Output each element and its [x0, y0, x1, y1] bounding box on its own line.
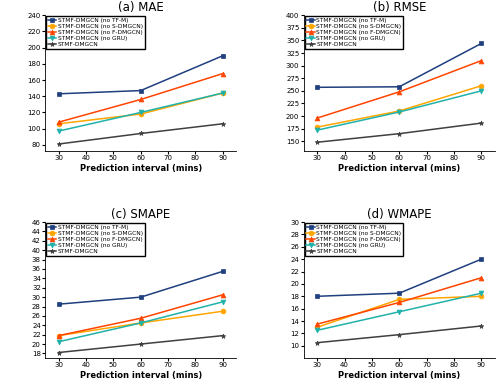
STMF-DMGCN (no S-DMGCN) [314, 325, 320, 330]
STMF-DMGCN (no F-DMGCN) [478, 275, 484, 280]
STMF-DMGCN (no GRU) [314, 128, 320, 133]
STMF-DMGCN (no S-DMGCN) [220, 91, 226, 95]
Line: STMF-DMGCN: STMF-DMGCN [315, 323, 484, 345]
STMF-DMGCN [220, 333, 226, 338]
STMF-DMGCN [396, 332, 402, 337]
STMF-DMGCN (no S-DMGCN) [396, 297, 402, 302]
STMF-DMGCN [56, 350, 62, 355]
STMF-DMGCN [396, 131, 402, 136]
STMF-DMGCN (no S-DMGCN) [56, 333, 62, 338]
STMF-DMGCN (no F-DMGCN) [314, 322, 320, 327]
STMF-DMGCN (no GRU) [478, 291, 484, 296]
Legend: STMF-DMGCN (no TF-M), STMF-DMGCN (no S-DMGCN), STMF-DMGCN (no F-DMGCN), STMF-DMG: STMF-DMGCN (no TF-M), STMF-DMGCN (no S-D… [304, 223, 403, 256]
Line: STMF-DMGCN (no F-DMGCN): STMF-DMGCN (no F-DMGCN) [315, 58, 484, 120]
STMF-DMGCN (no S-DMGCN) [478, 83, 484, 88]
Legend: STMF-DMGCN (no TF-M), STMF-DMGCN (no S-DMGCN), STMF-DMGCN (no F-DMGCN), STMF-DMG: STMF-DMGCN (no TF-M), STMF-DMGCN (no S-D… [46, 223, 144, 256]
STMF-DMGCN (no S-DMGCN) [478, 294, 484, 299]
STMF-DMGCN [220, 122, 226, 126]
Title: (c) SMAPE: (c) SMAPE [111, 208, 170, 221]
Line: STMF-DMGCN (no F-DMGCN): STMF-DMGCN (no F-DMGCN) [315, 275, 484, 327]
STMF-DMGCN (no F-DMGCN) [138, 316, 143, 320]
X-axis label: Prediction interval (mins): Prediction interval (mins) [338, 371, 460, 380]
Line: STMF-DMGCN (no TF-M): STMF-DMGCN (no TF-M) [56, 53, 225, 96]
STMF-DMGCN (no TF-M) [314, 85, 320, 90]
STMF-DMGCN [478, 121, 484, 125]
STMF-DMGCN (no F-DMGCN) [220, 71, 226, 76]
STMF-DMGCN (no TF-M) [138, 88, 143, 93]
X-axis label: Prediction interval (mins): Prediction interval (mins) [80, 371, 202, 380]
Line: STMF-DMGCN (no S-DMGCN): STMF-DMGCN (no S-DMGCN) [56, 309, 225, 338]
STMF-DMGCN (no S-DMGCN) [396, 109, 402, 113]
STMF-DMGCN (no GRU) [138, 110, 143, 115]
STMF-DMGCN (no F-DMGCN) [56, 333, 62, 338]
STMF-DMGCN [138, 342, 143, 346]
STMF-DMGCN (no TF-M) [56, 302, 62, 306]
STMF-DMGCN [56, 142, 62, 146]
Line: STMF-DMGCN (no F-DMGCN): STMF-DMGCN (no F-DMGCN) [56, 292, 225, 338]
Line: STMF-DMGCN (no TF-M): STMF-DMGCN (no TF-M) [315, 257, 484, 299]
STMF-DMGCN (no TF-M) [396, 85, 402, 89]
Line: STMF-DMGCN (no S-DMGCN): STMF-DMGCN (no S-DMGCN) [315, 83, 484, 130]
STMF-DMGCN (no GRU) [138, 321, 143, 325]
Legend: STMF-DMGCN (no TF-M), STMF-DMGCN (no S-DMGCN), STMF-DMGCN (no F-DMGCN), STMF-DMG: STMF-DMGCN (no TF-M), STMF-DMGCN (no S-D… [304, 16, 403, 49]
STMF-DMGCN (no GRU) [396, 110, 402, 114]
STMF-DMGCN (no F-DMGCN) [396, 300, 402, 305]
STMF-DMGCN (no F-DMGCN) [220, 293, 226, 297]
Line: STMF-DMGCN: STMF-DMGCN [56, 333, 225, 355]
STMF-DMGCN (no GRU) [56, 129, 62, 133]
STMF-DMGCN (no S-DMGCN) [220, 309, 226, 314]
STMF-DMGCN (no F-DMGCN) [314, 116, 320, 120]
STMF-DMGCN (no F-DMGCN) [56, 120, 62, 125]
Title: (a) MAE: (a) MAE [118, 1, 164, 14]
Line: STMF-DMGCN (no S-DMGCN): STMF-DMGCN (no S-DMGCN) [56, 91, 225, 126]
Line: STMF-DMGCN (no GRU): STMF-DMGCN (no GRU) [315, 88, 484, 133]
Line: STMF-DMGCN (no GRU): STMF-DMGCN (no GRU) [56, 299, 225, 344]
STMF-DMGCN (no TF-M) [396, 291, 402, 296]
STMF-DMGCN (no S-DMGCN) [56, 122, 62, 126]
STMF-DMGCN (no F-DMGCN) [478, 58, 484, 63]
Line: STMF-DMGCN (no TF-M): STMF-DMGCN (no TF-M) [315, 41, 484, 90]
STMF-DMGCN [478, 324, 484, 328]
STMF-DMGCN (no F-DMGCN) [396, 90, 402, 94]
STMF-DMGCN (no GRU) [396, 309, 402, 314]
STMF-DMGCN (no TF-M) [478, 257, 484, 261]
Line: STMF-DMGCN (no GRU): STMF-DMGCN (no GRU) [56, 91, 225, 133]
STMF-DMGCN (no GRU) [314, 328, 320, 333]
STMF-DMGCN (no GRU) [220, 299, 226, 304]
Line: STMF-DMGCN (no S-DMGCN): STMF-DMGCN (no S-DMGCN) [315, 294, 484, 330]
Line: STMF-DMGCN (no TF-M): STMF-DMGCN (no TF-M) [56, 269, 225, 307]
Title: (b) RMSE: (b) RMSE [372, 1, 426, 14]
STMF-DMGCN (no GRU) [56, 339, 62, 344]
STMF-DMGCN (no S-DMGCN) [138, 112, 143, 116]
STMF-DMGCN (no TF-M) [220, 53, 226, 58]
STMF-DMGCN (no S-DMGCN) [138, 321, 143, 325]
Line: STMF-DMGCN: STMF-DMGCN [315, 121, 484, 145]
STMF-DMGCN (no TF-M) [138, 295, 143, 299]
Line: STMF-DMGCN (no GRU): STMF-DMGCN (no GRU) [315, 291, 484, 333]
STMF-DMGCN [138, 131, 143, 136]
STMF-DMGCN (no GRU) [220, 91, 226, 95]
STMF-DMGCN [314, 340, 320, 345]
X-axis label: Prediction interval (mins): Prediction interval (mins) [80, 164, 202, 173]
X-axis label: Prediction interval (mins): Prediction interval (mins) [338, 164, 460, 173]
Title: (d) WMAPE: (d) WMAPE [367, 208, 432, 221]
STMF-DMGCN (no F-DMGCN) [138, 97, 143, 102]
Line: STMF-DMGCN: STMF-DMGCN [56, 121, 225, 146]
STMF-DMGCN (no S-DMGCN) [314, 125, 320, 130]
STMF-DMGCN (no TF-M) [56, 91, 62, 96]
STMF-DMGCN (no TF-M) [314, 294, 320, 299]
STMF-DMGCN (no TF-M) [220, 269, 226, 274]
STMF-DMGCN (no TF-M) [478, 41, 484, 46]
Line: STMF-DMGCN (no F-DMGCN): STMF-DMGCN (no F-DMGCN) [56, 71, 225, 125]
STMF-DMGCN [314, 140, 320, 144]
STMF-DMGCN (no GRU) [478, 88, 484, 93]
Legend: STMF-DMGCN (no TF-M), STMF-DMGCN (no S-DMGCN), STMF-DMGCN (no F-DMGCN), STMF-DMG: STMF-DMGCN (no TF-M), STMF-DMGCN (no S-D… [46, 16, 144, 49]
